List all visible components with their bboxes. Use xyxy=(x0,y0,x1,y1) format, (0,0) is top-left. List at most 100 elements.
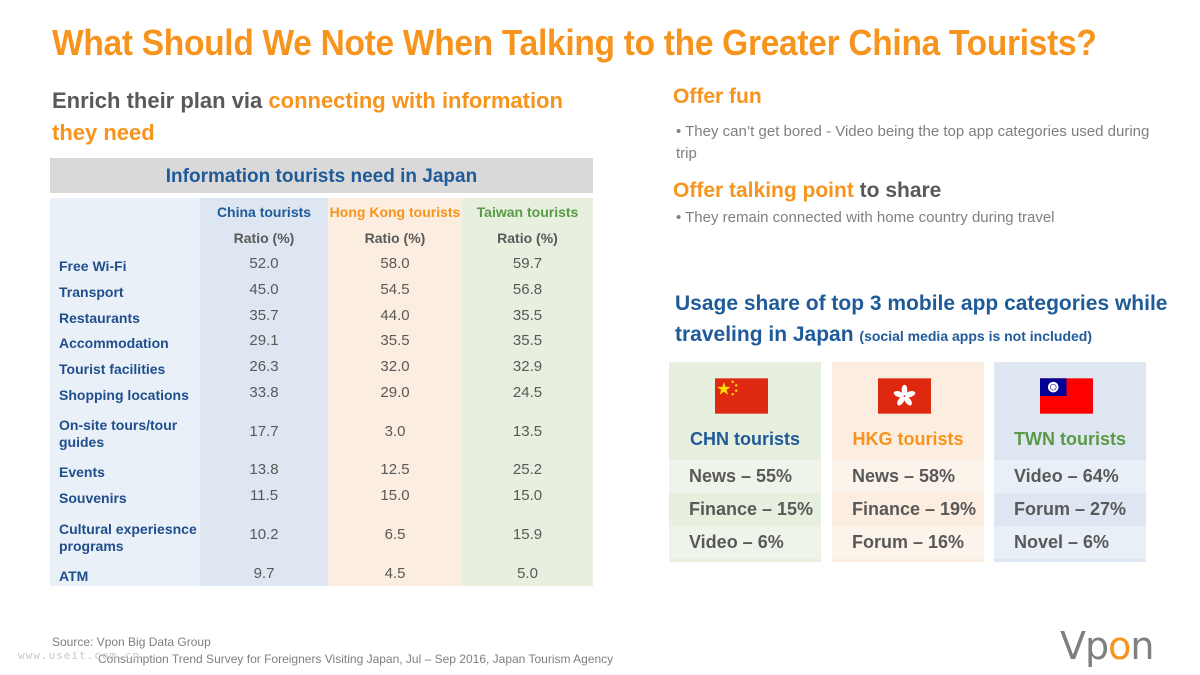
app-category-item: Novel – 6% xyxy=(994,526,1146,559)
app-category-item: News – 55% xyxy=(669,460,821,493)
subheader-ratio: Ratio (%) xyxy=(328,225,462,251)
cell-value: 56.8 xyxy=(462,276,593,303)
offer-talking-point-rest: to share xyxy=(853,179,942,202)
cell-value: 13.8 xyxy=(200,457,328,483)
cell-value: 25.2 xyxy=(462,457,593,483)
cell-value: 3.0 xyxy=(328,405,462,458)
header-blank xyxy=(50,198,200,225)
cell-value: 32.0 xyxy=(328,353,462,380)
app-category-item: News – 58% xyxy=(832,460,984,493)
cell-value: 15.0 xyxy=(462,482,593,509)
row-label: Cultural experiesnce programs xyxy=(50,508,200,561)
vpon-logo: Vpon xyxy=(1060,624,1154,668)
cell-value: 26.3 xyxy=(200,353,328,380)
cell-value: 15.9 xyxy=(462,508,593,561)
row-label: Souvenirs xyxy=(50,482,200,509)
twn-tourists-card: TWN tourists Video – 64% Forum – 27% Nov… xyxy=(994,362,1146,562)
table-row: Transport 45.0 54.5 56.8 xyxy=(50,276,593,303)
cell-value: 35.5 xyxy=(328,328,462,354)
cell-value: 33.8 xyxy=(200,379,328,406)
cell-value: 35.5 xyxy=(462,302,593,329)
subheader-ratio: Ratio (%) xyxy=(462,225,593,251)
app-category-item: Video – 6% xyxy=(669,526,821,559)
card-title: CHN tourists xyxy=(689,429,800,449)
offer-talking-point-bullet: • They remain connected with home countr… xyxy=(676,209,1055,226)
usage-heading: Usage share of top 3 mobile app categori… xyxy=(675,288,1195,352)
table-subheader-row: Ratio (%) Ratio (%) Ratio (%) xyxy=(50,225,593,251)
taiwan-flag-icon xyxy=(1040,378,1093,414)
subheading-prefix: Enrich their plan via xyxy=(52,88,269,113)
table-row: Souvenirs 11.5 15.0 15.0 xyxy=(50,482,593,509)
table-title: Information tourists need in Japan xyxy=(50,158,593,193)
source-note: Source: Vpon Big Data Group Consumption … xyxy=(52,634,613,668)
app-category-item: Forum – 27% xyxy=(1014,499,1127,519)
cell-value: 59.7 xyxy=(462,251,593,277)
cell-value: 11.5 xyxy=(200,482,328,509)
cell-value: 4.5 xyxy=(328,560,462,587)
table-row: ATM 9.7 4.5 5.0 xyxy=(50,560,593,587)
source-line-1: Source: Vpon Big Data Group xyxy=(52,635,211,649)
row-label: Tourist facilities xyxy=(50,353,200,380)
table-row: Restaurants 35.7 44.0 35.5 xyxy=(50,302,593,329)
header-taiwan: Taiwan tourists xyxy=(462,198,593,225)
cell-value: 10.2 xyxy=(200,508,328,561)
row-label: ATM xyxy=(50,560,200,587)
cell-value: 29.1 xyxy=(200,328,328,354)
app-category-item: Forum – 16% xyxy=(832,526,984,559)
table-row: Cultural experiesnce programs 10.2 6.5 1… xyxy=(50,508,593,561)
offer-talking-point-heading: Offer talking point to share xyxy=(673,179,941,203)
cell-value: 58.0 xyxy=(328,251,462,277)
row-label: Accommodation xyxy=(50,328,200,354)
hkg-tourists-card: HKG tourists News – 58% Finance – 19% Fo… xyxy=(832,362,984,562)
usage-title: Usage share of top 3 mobile app categori… xyxy=(675,292,1168,346)
offer-talking-point-highlight: Offer talking point xyxy=(673,179,854,202)
cell-value: 17.7 xyxy=(200,405,328,458)
table-row: Accommodation 29.1 35.5 35.5 xyxy=(50,328,593,354)
app-category-item: Video – 64% xyxy=(994,460,1146,493)
header-hong-kong: Hong Kong tourists xyxy=(328,198,462,225)
cell-value: 12.5 xyxy=(328,457,462,483)
card-title: HKG tourists xyxy=(852,429,964,449)
row-label: Transport xyxy=(50,276,200,303)
cell-value: 13.5 xyxy=(462,405,593,458)
source-line-2: Consumption Trend Survey for Foreigners … xyxy=(98,652,614,666)
cell-value: 54.5 xyxy=(328,276,462,303)
logo-text-part: n xyxy=(1130,624,1154,668)
cell-value: 35.7 xyxy=(200,302,328,329)
logo-text-part: Vp xyxy=(1060,624,1109,668)
offer-fun-heading: Offer fun xyxy=(673,85,762,108)
cell-value: 6.5 xyxy=(328,508,462,561)
cell-value: 15.0 xyxy=(328,482,462,509)
chn-tourists-card: CHN tourists News – 55% Finance – 15% Vi… xyxy=(669,362,821,562)
subheading: Enrich their plan via connecting with in… xyxy=(52,85,592,149)
cell-value: 32.9 xyxy=(462,353,593,380)
cell-value: 5.0 xyxy=(462,560,593,587)
row-label: Events xyxy=(50,457,200,483)
table-row: Shopping locations 33.8 29.0 24.5 xyxy=(50,379,593,406)
row-label: Restaurants xyxy=(50,302,200,329)
subheading-highlight: connecting with information they need xyxy=(52,88,563,145)
subheader-blank xyxy=(50,225,200,251)
row-label: Free Wi-Fi xyxy=(50,251,200,277)
cell-value: 9.7 xyxy=(200,560,328,587)
usage-note: (social media apps is not included) xyxy=(859,328,1093,344)
header-china: China tourists xyxy=(200,198,328,225)
offer-fun-bullet: • They can’t get bored - Video being the… xyxy=(676,123,1150,162)
row-label: Shopping locations xyxy=(50,379,200,406)
table-header-row: China tourists Hong Kong tourists Taiwan… xyxy=(50,198,593,225)
cell-value: 45.0 xyxy=(200,276,328,303)
card-title: TWN tourists xyxy=(1014,429,1126,449)
app-category-item: Finance – 15% xyxy=(689,499,814,519)
china-flag-icon xyxy=(715,378,768,414)
cell-value: 52.0 xyxy=(200,251,328,277)
hong-kong-flag-icon xyxy=(878,378,931,414)
row-label: On-site tours/tour guides xyxy=(50,405,200,458)
cell-value: 35.5 xyxy=(462,328,593,354)
table-row: On-site tours/tour guides 17.7 3.0 13.5 xyxy=(50,405,593,458)
cell-value: 24.5 xyxy=(462,379,593,406)
app-category-item: Finance – 19% xyxy=(852,499,977,519)
logo-text-accent: o xyxy=(1108,624,1131,668)
table-row: Tourist facilities 26.3 32.0 32.9 xyxy=(50,353,593,380)
page-title: What Should We Note When Talking to the … xyxy=(52,22,1097,63)
info-needs-table: China tourists Hong Kong tourists Taiwan… xyxy=(50,198,593,587)
